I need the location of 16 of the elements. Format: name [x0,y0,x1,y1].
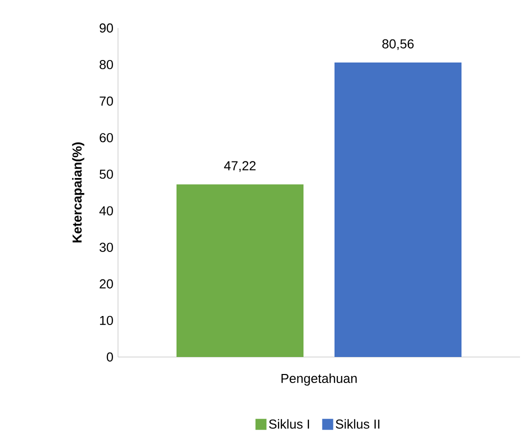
y-tick-label: 70 [100,96,113,106]
y-tick-label: 90 [100,23,113,33]
y-tick-label: 30 [100,242,113,252]
y-tick-label: 80 [100,60,113,70]
data-label: 47,22 [224,161,256,172]
y-tick-label: 0 [106,352,113,362]
y-tick-label: 60 [100,133,113,142]
x-tick-label: Pengetahuan [282,374,357,386]
y-tick-label: 40 [99,206,113,216]
y-tick-label: 20 [100,279,113,288]
legend-label: Siklus I [269,419,309,429]
y-tick-label: 50 [100,170,113,179]
legend-label: Siklus II [336,419,380,429]
y-tick-label: 10 [100,316,113,326]
data-label: 80,56 [382,39,414,50]
y-axis-title: Ketercapaian(%) [72,142,84,242]
